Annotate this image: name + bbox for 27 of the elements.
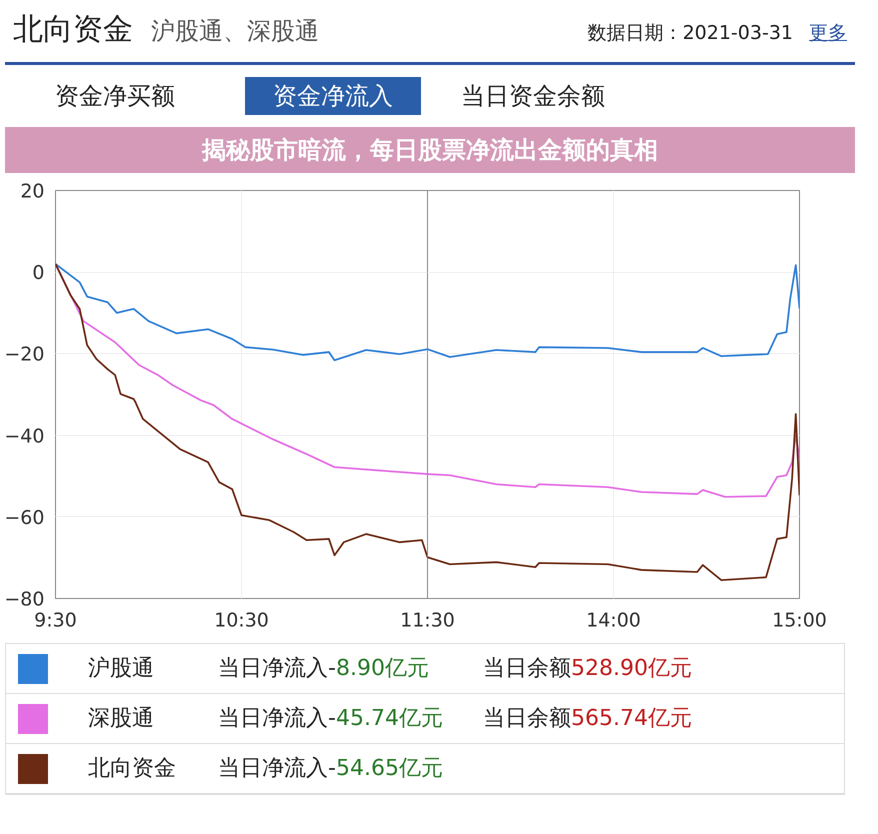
chart-subtitle: 沪股通、深股通: [151, 16, 319, 47]
y-tick-label: −40: [4, 425, 45, 448]
text: 当日净流入-8.90亿元: [218, 656, 429, 681]
x-tick-label: 15:00: [772, 610, 827, 632]
x-tick-label: 11:30: [400, 610, 455, 632]
text: 当日余额528.90亿元: [483, 656, 692, 681]
text: 资金净买额: [55, 80, 175, 112]
text: 当日资金余额: [461, 80, 605, 112]
text: 当日净流入-54.65亿元: [218, 756, 443, 781]
x-tick-label: 10:30: [214, 610, 269, 632]
text: 当日余额565.74亿元: [483, 706, 692, 731]
y-tick-label: 20: [20, 180, 45, 202]
text: 数据日期：2021-03-31: [588, 21, 793, 46]
legend-label: 深股通: [88, 704, 155, 733]
chart-title: 北向资金: [13, 11, 133, 49]
y-tick-label: −60: [4, 506, 45, 529]
legend-label: 沪股通: [88, 654, 155, 683]
x-tick-label: 14:00: [586, 610, 641, 632]
y-tick-label: −80: [4, 588, 45, 610]
text: 揭秘股市暗流，每日股票净流出金额的真相: [5, 127, 855, 174]
text: 更多: [809, 21, 847, 46]
text: 当日净流入-45.74亿元: [218, 706, 443, 731]
text: 资金净流入: [245, 76, 421, 116]
x-tick-label: 9:30: [34, 610, 77, 632]
y-tick-label: −20: [4, 344, 45, 366]
legend-label: 北向资金: [88, 754, 177, 783]
y-tick-label: 0: [32, 262, 45, 284]
